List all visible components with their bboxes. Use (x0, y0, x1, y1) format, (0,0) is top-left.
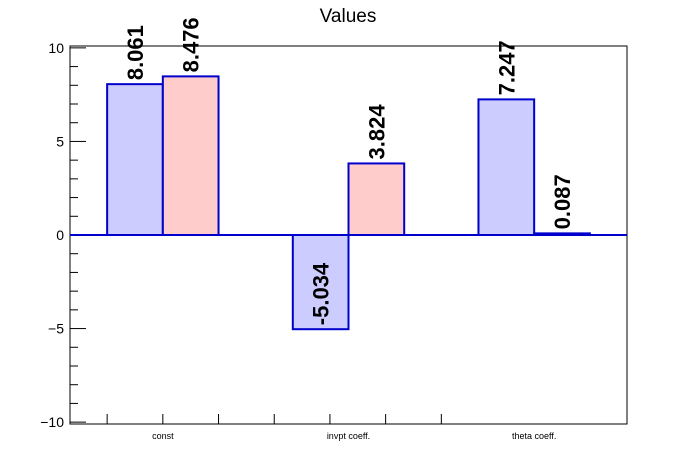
x-category-label: const (152, 431, 174, 441)
x-category-label: invpt coeff. (327, 431, 370, 441)
bar-value-label: 8.476 (179, 17, 204, 72)
y-tick-label: −10 (40, 414, 64, 430)
bar-value-label: 7.247 (494, 40, 519, 95)
bar-value-label: 8.061 (123, 25, 148, 80)
bar-value-label: 0.087 (550, 174, 575, 229)
y-tick-label: 10 (48, 40, 64, 56)
bar (477, 98, 536, 237)
bar (106, 83, 164, 236)
bar (161, 75, 220, 236)
y-tick-label: 0 (56, 227, 64, 243)
bar (347, 162, 406, 237)
y-tick-label: 5 (56, 133, 64, 149)
bar-value-label: 3.824 (364, 104, 389, 160)
y-tick-label: −5 (48, 321, 64, 337)
chart-title: Values (319, 6, 377, 27)
bar-value-label: -5.034 (309, 262, 334, 325)
x-category-label: theta coeff. (512, 431, 556, 441)
